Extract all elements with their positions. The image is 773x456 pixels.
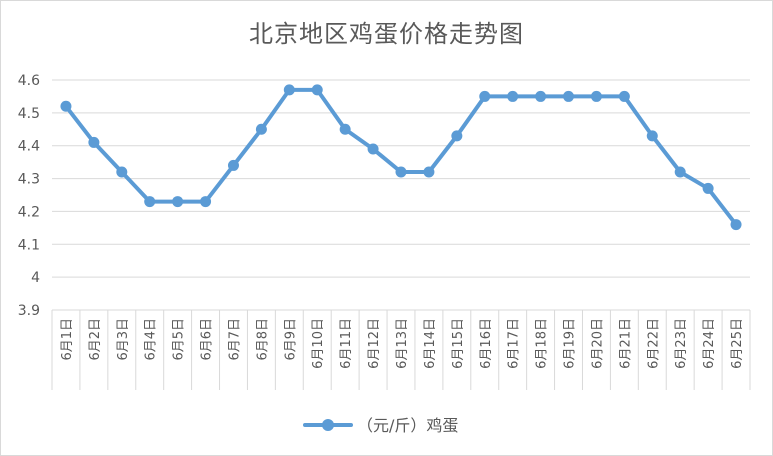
data-point bbox=[507, 90, 519, 102]
x-tick-label: 6月11日 bbox=[339, 318, 354, 369]
x-tick-label: 6月8日 bbox=[255, 318, 270, 361]
x-tick-label: 6月2日 bbox=[88, 318, 103, 361]
data-point bbox=[423, 166, 435, 178]
x-tick-label: 6月14日 bbox=[423, 318, 438, 369]
data-point bbox=[200, 196, 212, 208]
y-tick-label: 4.3 bbox=[18, 172, 40, 188]
data-point bbox=[535, 90, 547, 102]
data-point bbox=[646, 130, 658, 142]
data-point bbox=[451, 130, 463, 142]
x-tick-label: 6月18日 bbox=[535, 318, 550, 369]
y-tick-label: 4.1 bbox=[18, 237, 40, 253]
data-point bbox=[116, 166, 128, 178]
data-point bbox=[88, 136, 100, 148]
data-point bbox=[367, 143, 379, 155]
x-tick-label: 6月15日 bbox=[451, 318, 466, 369]
x-tick-label: 6月3日 bbox=[116, 318, 131, 361]
x-tick-label: 6月22日 bbox=[646, 318, 661, 369]
x-tick-label: 6月17日 bbox=[507, 318, 522, 369]
y-tick-label: 4 bbox=[31, 270, 40, 286]
x-tick-label: 6月7日 bbox=[227, 318, 242, 361]
data-point bbox=[618, 90, 630, 102]
x-tick-label: 6月1日 bbox=[60, 318, 75, 361]
x-tick-label: 6月6日 bbox=[200, 318, 215, 361]
x-tick-label: 6月4日 bbox=[144, 318, 159, 361]
y-axis-tick-labels: 3.9 4 4.1 4.2 4.3 4.4 4.5 4.6 bbox=[18, 73, 40, 319]
series-layer bbox=[60, 84, 742, 231]
x-axis-tick-labels: 6月1日 6月2日 6月3日 6月4日 6月5日 6月6日 6月7日 6月8日 6月9日 6月10… bbox=[60, 318, 745, 369]
data-point bbox=[283, 84, 295, 96]
x-tick-label: 6月10日 bbox=[311, 318, 326, 369]
data-point bbox=[339, 123, 351, 135]
x-tick-label: 6月25日 bbox=[730, 318, 745, 369]
data-point bbox=[563, 90, 575, 102]
data-point bbox=[227, 159, 239, 171]
x-tick-label: 6月16日 bbox=[479, 318, 494, 369]
y-tick-label: 4.5 bbox=[18, 106, 40, 122]
data-point bbox=[60, 100, 72, 112]
data-point bbox=[590, 90, 602, 102]
data-point bbox=[479, 90, 491, 102]
data-point bbox=[172, 196, 184, 208]
x-tick-label: 6月12日 bbox=[367, 318, 382, 369]
y-tick-label: 4.4 bbox=[18, 139, 40, 155]
x-tick-label: 6月13日 bbox=[395, 318, 410, 369]
data-point bbox=[730, 219, 742, 231]
gridlines bbox=[51, 79, 751, 390]
legend: （元/斤）鸡蛋 bbox=[303, 416, 458, 435]
x-tick-label: 6月23日 bbox=[674, 318, 689, 369]
y-tick-label: 4.2 bbox=[18, 204, 40, 220]
legend-marker bbox=[322, 419, 334, 431]
x-tick-label: 6月19日 bbox=[563, 318, 578, 369]
y-tick-label: 4.6 bbox=[18, 73, 40, 89]
x-tick-label: 6月24日 bbox=[702, 318, 717, 369]
data-point bbox=[395, 166, 407, 178]
data-point bbox=[674, 166, 686, 178]
chart-title: 北京地区鸡蛋价格走势图 bbox=[249, 20, 524, 48]
x-tick-label: 6月9日 bbox=[283, 318, 298, 361]
x-tick-label: 6月21日 bbox=[618, 318, 633, 369]
data-point bbox=[702, 182, 714, 194]
series-line bbox=[63, 87, 739, 227]
x-tick-label: 6月5日 bbox=[172, 318, 187, 361]
data-point bbox=[255, 123, 267, 135]
y-tick-label: 3.9 bbox=[18, 303, 40, 319]
legend-label: （元/斤）鸡蛋 bbox=[357, 416, 458, 435]
data-point bbox=[144, 196, 156, 208]
data-point bbox=[311, 84, 323, 96]
x-tick-label: 6月20日 bbox=[590, 318, 605, 369]
